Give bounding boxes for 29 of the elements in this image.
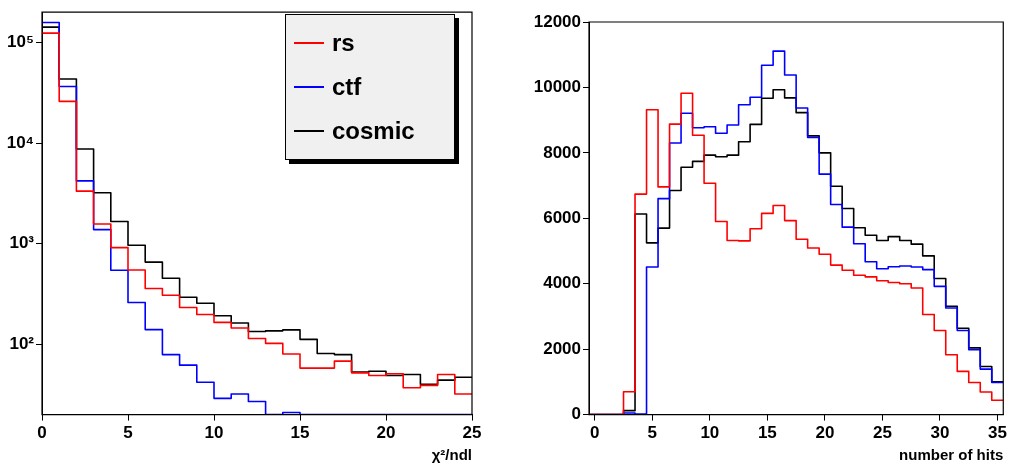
x-axis-title: χ²/ndl	[431, 446, 472, 464]
x-tick-label: 5	[647, 423, 658, 443]
y-tick-label: 4000	[543, 273, 581, 293]
x-tick-label: 20	[376, 423, 396, 443]
y-tick-label: 8000	[543, 142, 581, 162]
x-tick-label: 35	[988, 423, 1007, 443]
x-tick-label: 10	[700, 423, 720, 443]
x-tick-label: 15	[290, 423, 310, 443]
x-tick-label: 0	[590, 423, 600, 443]
y-tick-label: 10⁴	[6, 132, 34, 152]
x-tick-label: 10	[204, 423, 224, 443]
y-tick-label: 0	[571, 404, 581, 424]
legend-label: cosmic	[332, 117, 416, 145]
x-axis-title: number of hits	[899, 446, 1004, 464]
legend-label: rs	[332, 29, 356, 57]
x-tick-label: 15	[757, 423, 777, 443]
x-tick-label: 20	[815, 423, 835, 443]
y-tick-label: 10000	[533, 77, 581, 97]
x-tick-label: 25	[462, 423, 482, 443]
x-tick-label: 5	[123, 423, 133, 443]
y-tick-label: 6000	[543, 207, 581, 227]
y-tick-label: 10⁵	[7, 32, 34, 52]
x-tick-label: 25	[872, 423, 892, 443]
y-tick-label: 2000	[543, 338, 581, 358]
y-tick-label: 10²	[9, 333, 35, 353]
x-tick-label: 30	[930, 423, 950, 443]
legend-label: ctf	[332, 73, 363, 101]
y-tick-label: 10³	[9, 233, 35, 253]
y-tick-label: 12000	[533, 11, 581, 31]
